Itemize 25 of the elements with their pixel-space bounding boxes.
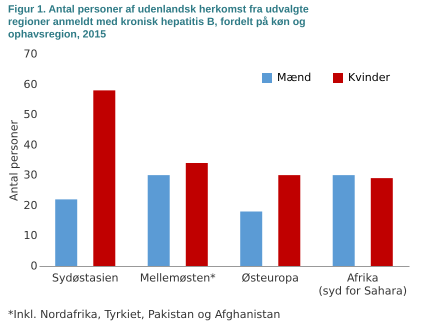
y-tick-label: 50 [24, 108, 38, 122]
y-tick-label: 30 [24, 168, 38, 182]
x-tick-label: Sydøstasien [52, 272, 119, 284]
text: *Inkl. Nordafrika, Tyrkiet, Pakistan og Afghanistan [8, 308, 280, 321]
y-axis-title: Antal personer [8, 119, 21, 202]
legend-label: Mænd [277, 71, 312, 84]
y-tick-label: 0 [30, 260, 38, 272]
bar [278, 175, 300, 266]
y-tick-label: 60 [24, 78, 38, 91]
bar [148, 175, 170, 266]
y-tick-label: 70 [24, 48, 38, 60]
chart-title: Figur 1. Antal personer af udenlandsk herkomst fra udvalgte regioner anmeldt med kronisk hepatitis B, fordelt på køn og ophavsregion, 2015 [8, 4, 309, 40]
x-tick-label: Østeuropa [242, 272, 299, 284]
y-tick-label: 10 [24, 229, 38, 242]
bar [240, 211, 262, 266]
bar [332, 175, 355, 266]
x-tick-label: Mellemøsten* [140, 272, 216, 284]
y-tick-label: 20 [24, 198, 38, 212]
bar [55, 199, 78, 266]
bar [93, 90, 116, 266]
legend-label: Kvinder [348, 71, 390, 84]
bar [370, 178, 393, 266]
y-tick-label: 40 [24, 138, 38, 152]
x-tick-label: Afrika (syd for Sahara) [318, 272, 408, 298]
bar [186, 163, 208, 266]
